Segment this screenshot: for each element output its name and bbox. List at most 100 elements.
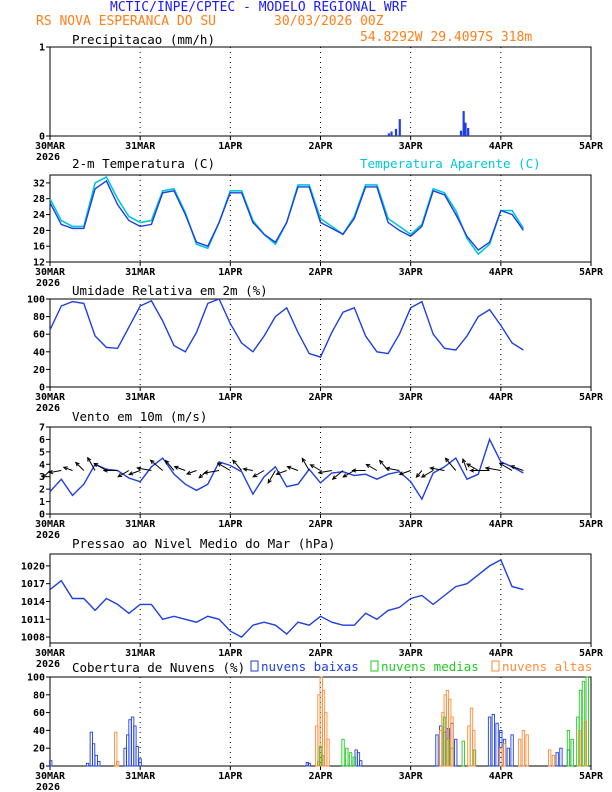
- x-tick-label: 3APR: [399, 771, 424, 782]
- location-label: RS NOVA ESPERANCA DO SU: [36, 14, 216, 29]
- x-tick-label: 4APR: [489, 648, 514, 659]
- wind-vector: [165, 460, 175, 471]
- y-tick-label: 7: [39, 423, 45, 434]
- wind-vector-head: [429, 466, 435, 471]
- y-tick-label: 1020: [21, 561, 45, 572]
- chart-title: MCTIC/INPE/CPTEC - MODELO REGIONAL WRF: [110, 0, 408, 15]
- cloud-bar: [583, 721, 588, 767]
- wind-vector-head: [232, 459, 237, 465]
- wind-vector: [94, 463, 107, 471]
- y-tick-label: 1: [39, 497, 45, 508]
- legend-label: nuvens baixas: [261, 659, 359, 674]
- wind-vector: [217, 462, 231, 471]
- series-line: [49, 298, 524, 358]
- wind-vector-head: [275, 470, 281, 476]
- y-tick-label: 1011: [21, 615, 45, 626]
- legend-label: nuvens altas: [502, 659, 592, 674]
- cloud-bar: [341, 738, 345, 767]
- x-tick-label: 5APR: [579, 141, 604, 152]
- x-tick-label: 3APR: [399, 267, 424, 278]
- cloud-bar: [128, 719, 132, 767]
- cloud-bar: [135, 745, 139, 767]
- cloud-bar: [578, 729, 582, 767]
- wind-vector-head: [444, 457, 450, 463]
- wind-vector-head: [216, 462, 222, 467]
- x-tick-label: 31MAR: [125, 267, 156, 278]
- wind-vector: [117, 470, 130, 478]
- y-tick-label: 20: [33, 365, 45, 376]
- cloud-bar: [521, 729, 526, 767]
- wind-vector: [332, 470, 344, 480]
- wind-vector-head: [342, 473, 348, 478]
- cloud-bar: [115, 761, 120, 767]
- cloud-bar: [114, 731, 118, 767]
- y-tick-label: 20: [33, 226, 45, 237]
- cloud-bar: [570, 738, 574, 767]
- cloud-bar: [502, 743, 507, 767]
- wind-vector: [42, 470, 51, 478]
- y-tick-label: 28: [33, 194, 45, 205]
- wind-vector-head: [378, 459, 384, 465]
- x-tick-label: 31MAR: [125, 771, 156, 782]
- wind-vector-head: [252, 473, 258, 478]
- cloud-bar: [551, 754, 556, 767]
- cloud-bar: [555, 752, 559, 767]
- y-tick-label: 12: [33, 258, 45, 269]
- wind-vector-head: [498, 462, 504, 467]
- wind-vector: [243, 468, 253, 471]
- wind-vector: [150, 459, 164, 471]
- y-tick-label: 0: [39, 383, 45, 394]
- wind-vector-head: [398, 471, 404, 476]
- cloud-bar: [487, 716, 492, 767]
- wind-vector-head: [351, 468, 357, 473]
- wind-vector: [318, 470, 332, 474]
- y-tick-label: 20: [33, 744, 45, 755]
- wind-vector: [232, 459, 242, 471]
- wind-vector-head: [309, 464, 315, 469]
- y-tick-label: 1: [39, 43, 45, 54]
- wind-vector-head: [469, 468, 475, 473]
- x-tick-label: 30MAR: [35, 141, 66, 152]
- wind-vector: [386, 467, 400, 471]
- precip-bar: [394, 128, 398, 136]
- x-tick-label: 4APR: [489, 771, 514, 782]
- x-year-label: 2026: [36, 782, 60, 792]
- series-line: [49, 437, 524, 501]
- x-tick-label: 5APR: [579, 267, 604, 278]
- x-tick-label: 1APR: [218, 648, 243, 659]
- wind-vector: [499, 462, 513, 471]
- x-tick-label: 31MAR: [125, 648, 156, 659]
- cloud-bar: [454, 738, 458, 767]
- cloud-bar: [94, 754, 98, 767]
- x-year-label: 2026: [36, 530, 60, 541]
- x-tick-label: 2APR: [308, 392, 333, 403]
- panel-title: Pressao ao Nivel Medio do Mar (hPa): [72, 536, 335, 551]
- wind-vector-head: [317, 470, 323, 475]
- y-tick-label: 100: [27, 673, 45, 684]
- x-tick-label: 5APR: [579, 771, 604, 782]
- legend-swatch: [491, 660, 500, 672]
- series-line: [49, 175, 525, 256]
- cloud-bar: [461, 740, 465, 767]
- wind-vector-head: [365, 463, 371, 468]
- y-tick-label: 100: [27, 295, 45, 306]
- precip-bar: [467, 127, 470, 136]
- y-tick-label: 3: [39, 472, 45, 483]
- x-tick-label: 5APR: [579, 392, 604, 403]
- wind-vector-head: [128, 471, 134, 476]
- panel-title: Precipitacao (mm/h): [72, 32, 215, 47]
- wind-vector: [252, 470, 265, 478]
- y-tick-label: 1014: [21, 597, 45, 608]
- wind-vector: [399, 470, 411, 475]
- cloud-bar: [450, 716, 454, 767]
- x-tick-label: 2APR: [308, 141, 333, 152]
- x-year-label: 2026: [36, 278, 60, 289]
- wind-vector: [366, 463, 378, 471]
- wind-vector-head: [462, 458, 467, 464]
- wind-vector-head: [202, 470, 209, 475]
- wind-vector-head: [331, 475, 337, 480]
- x-tick-label: 30MAR: [35, 771, 66, 782]
- wind-vector-head: [384, 466, 391, 471]
- x-tick-label: 31MAR: [125, 392, 156, 403]
